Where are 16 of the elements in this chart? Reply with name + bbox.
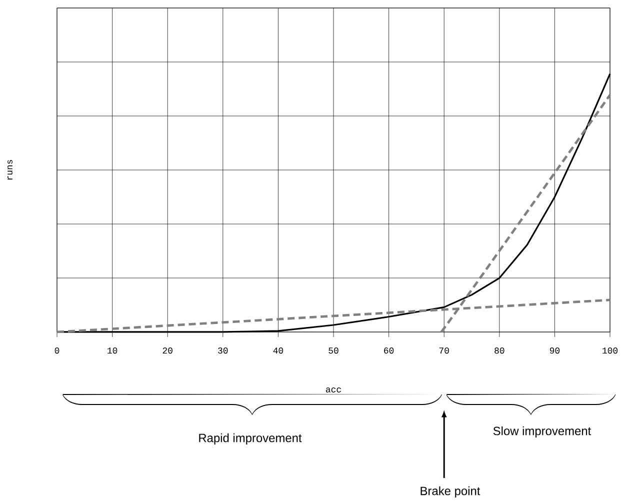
x-tick-label: 100 [602, 348, 618, 354]
x-tick-label: 10 [108, 348, 118, 354]
x-tick-label: 60 [384, 348, 394, 354]
x-tick-label: 90 [550, 348, 560, 354]
y-axis-title: runs [8, 160, 12, 180]
x-tick-label: 40 [273, 348, 284, 354]
text: Rapid improvement [199, 433, 302, 445]
x-tick-label: 50 [328, 348, 338, 354]
text: Slow improvement [493, 426, 592, 438]
x-tick-label: 20 [162, 348, 172, 354]
x-tick-label: 70 [439, 348, 449, 354]
x-tick-label: 30 [218, 348, 228, 354]
x-tick-label: 0 [54, 348, 60, 354]
text: Brake point [420, 486, 480, 498]
x-tick-label: 80 [494, 348, 504, 354]
x-axis-title: acc [326, 388, 341, 392]
